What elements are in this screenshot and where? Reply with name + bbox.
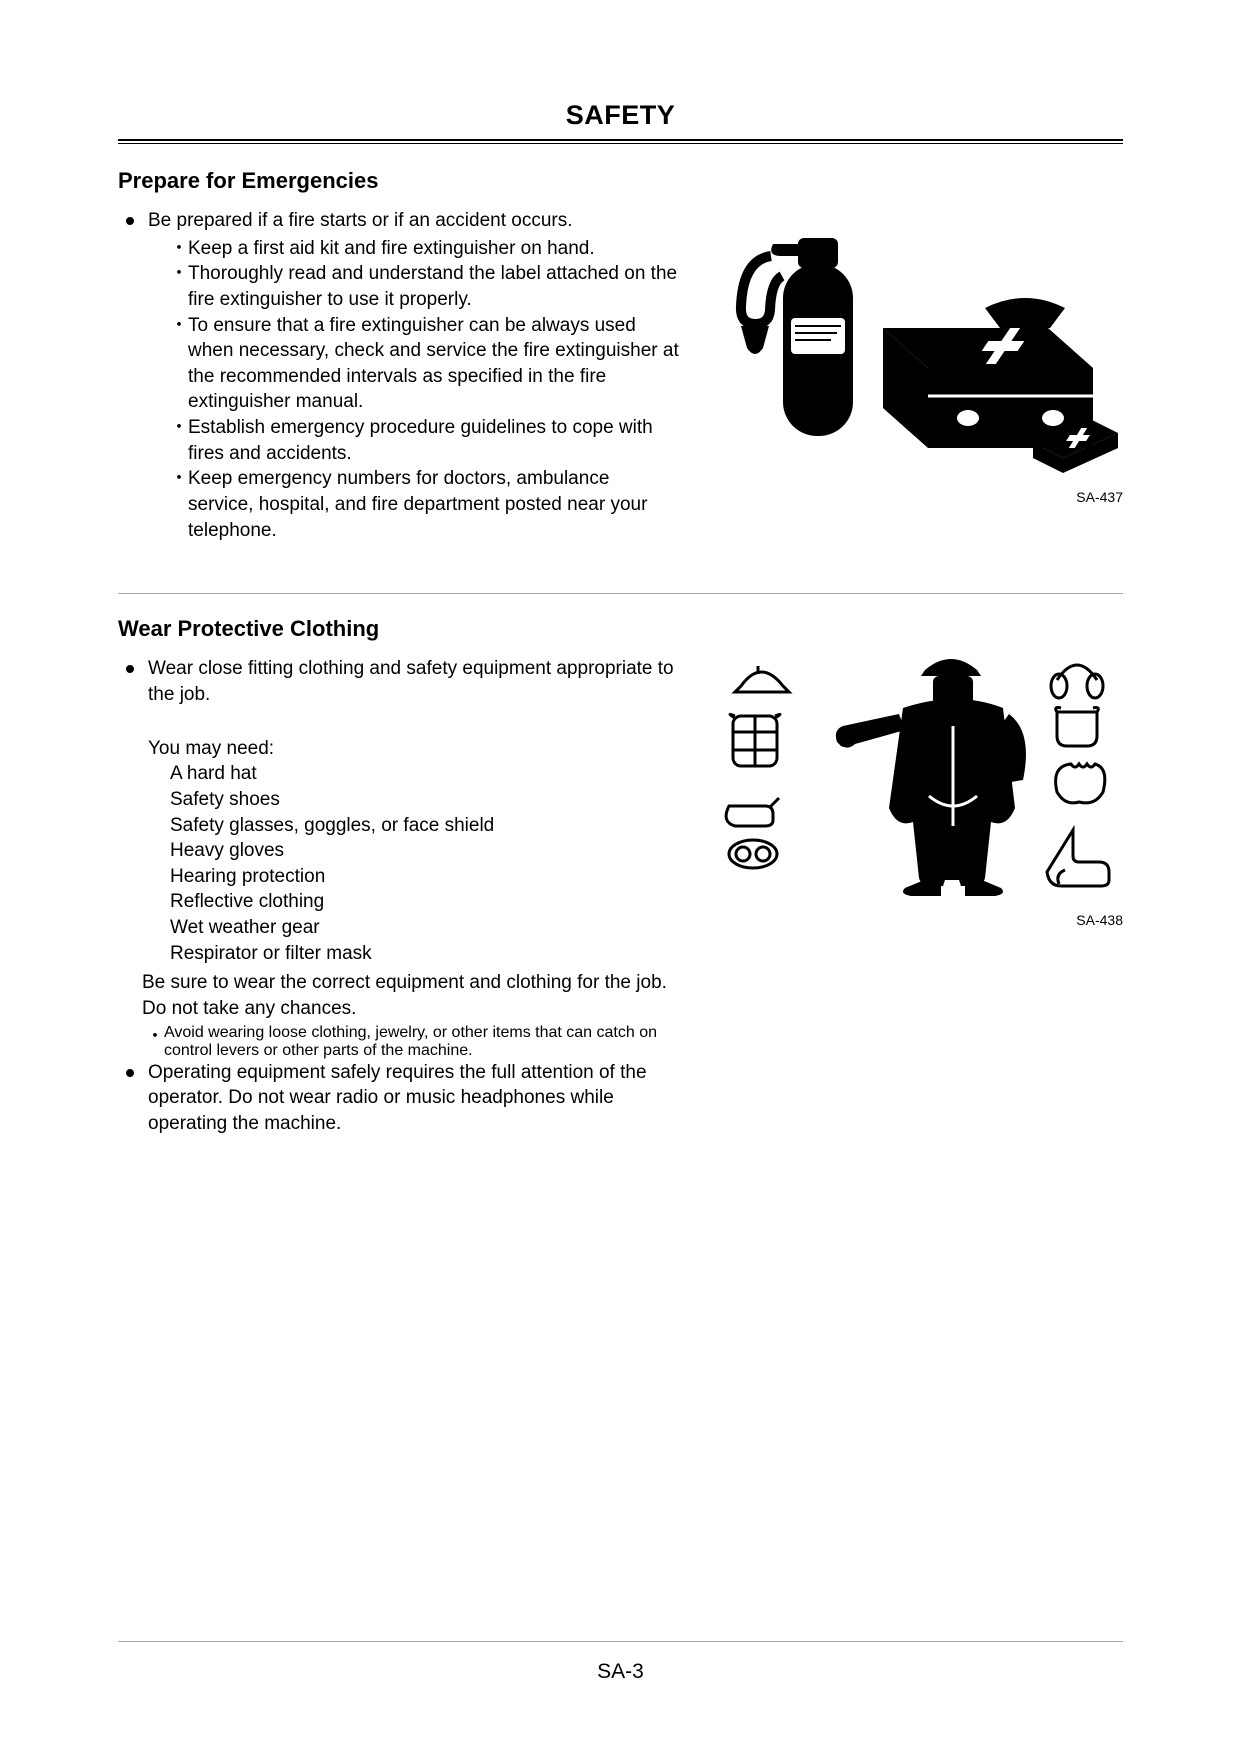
emergency-supplies-illustration-icon: [703, 208, 1123, 478]
section-text: Wear close fitting clothing and safety e…: [118, 656, 679, 1138]
bullet-text: Be prepared if a fire starts or if an ac…: [148, 210, 573, 231]
bullet-text: Wear close fitting clothing and safety e…: [148, 658, 674, 705]
bullet-text: Operating equipment safely requires the …: [148, 1062, 647, 1134]
section-protective-clothing: Wear Protective Clothing Wear close fitt…: [118, 616, 1123, 1138]
sub-bullet-item: Establish emergency procedure guidelines…: [170, 415, 679, 466]
bullet-item: Be prepared if a fire starts or if an ac…: [118, 208, 679, 543]
need-item: Safety shoes: [170, 787, 679, 813]
sub-bullet-item: To ensure that a fire extinguisher can b…: [170, 313, 679, 416]
sub-bullet-list: Avoid wearing loose clothing, jewelry, o…: [118, 1024, 679, 1060]
page-footer: SA-3: [118, 1641, 1123, 1684]
sub-bullet-item: Avoid wearing loose clothing, jewelry, o…: [146, 1024, 679, 1060]
need-item: Respirator or filter mask: [170, 941, 679, 967]
sub-bullet-item: Keep a first aid kit and fire extinguish…: [170, 236, 679, 262]
need-item: Hearing protection: [170, 864, 679, 890]
image-caption: SA-437: [703, 489, 1123, 505]
section-text: Be prepared if a fire starts or if an ac…: [118, 208, 679, 545]
need-intro: You may need:: [118, 736, 679, 762]
section-separator: [118, 593, 1123, 594]
section-prepare-emergencies: Prepare for Emergencies Be prepared if a…: [118, 168, 1123, 545]
footer-rule: [118, 1641, 1123, 1642]
need-item: A hard hat: [170, 761, 679, 787]
after-need-text: Be sure to wear the correct equipment an…: [118, 970, 679, 1021]
sub-bullet-list: Keep a first aid kit and fire extinguish…: [148, 236, 679, 544]
need-item: Reflective clothing: [170, 889, 679, 915]
need-item: Safety glasses, goggles, or face shield: [170, 813, 679, 839]
image-caption: SA-438: [703, 912, 1123, 928]
bullet-item: Wear close fitting clothing and safety e…: [118, 656, 679, 707]
section-illustration: SA-437: [703, 208, 1123, 505]
sub-bullet-item: Keep emergency numbers for doctors, ambu…: [170, 466, 679, 543]
page-number: SA-3: [118, 1660, 1123, 1684]
bullet-item: Operating equipment safely requires the …: [118, 1060, 679, 1137]
header-rule: [118, 139, 1123, 144]
need-list: A hard hatSafety shoesSafety glasses, go…: [118, 761, 679, 966]
need-item: Wet weather gear: [170, 915, 679, 941]
ppe-illustration-icon: [703, 656, 1123, 901]
sub-bullet-item: Thoroughly read and understand the label…: [170, 261, 679, 312]
bullet-list: Wear close fitting clothing and safety e…: [118, 656, 679, 707]
need-item: Heavy gloves: [170, 838, 679, 864]
page-title: SAFETY: [118, 100, 1123, 139]
bullet-list: Be prepared if a fire starts or if an ac…: [118, 208, 679, 543]
sub-bullet-text: Avoid wearing loose clothing, jewelry, o…: [164, 1024, 657, 1059]
section-heading: Wear Protective Clothing: [118, 616, 1123, 642]
section-heading: Prepare for Emergencies: [118, 168, 1123, 194]
section-illustration: SA-438: [703, 656, 1123, 928]
bullet-list: Operating equipment safely requires the …: [118, 1060, 679, 1137]
page: SAFETY Prepare for Emergencies Be prepar…: [118, 100, 1123, 1654]
